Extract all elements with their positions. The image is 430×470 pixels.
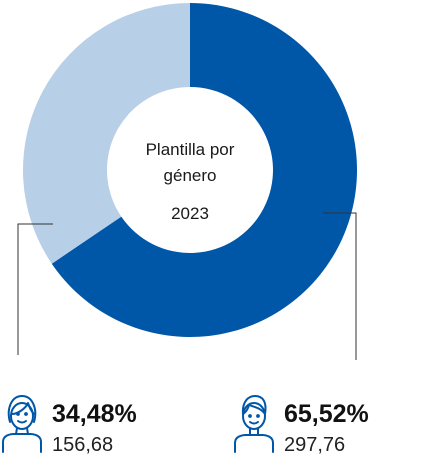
- female-person-icon: [2, 395, 42, 453]
- male-person-icon: [234, 395, 274, 453]
- leader-lines: [17, 212, 357, 360]
- chart-year: 2023: [171, 204, 209, 223]
- female-count: 156,68: [52, 434, 114, 456]
- female-percentage: 34,48%: [52, 400, 137, 428]
- male-count: 297,76: [284, 434, 346, 456]
- donut-slices: [22, 3, 357, 338]
- chart-title-line-1: Plantilla por: [145, 140, 235, 159]
- slice-mujeres: [22, 3, 191, 264]
- chart-title-line-2: género: [163, 166, 217, 185]
- slice-hombres: [51, 3, 357, 338]
- male-percentage: 65,52%: [284, 400, 369, 428]
- leader-line-male: [323, 212, 357, 360]
- leader-line-female: [17, 223, 53, 355]
